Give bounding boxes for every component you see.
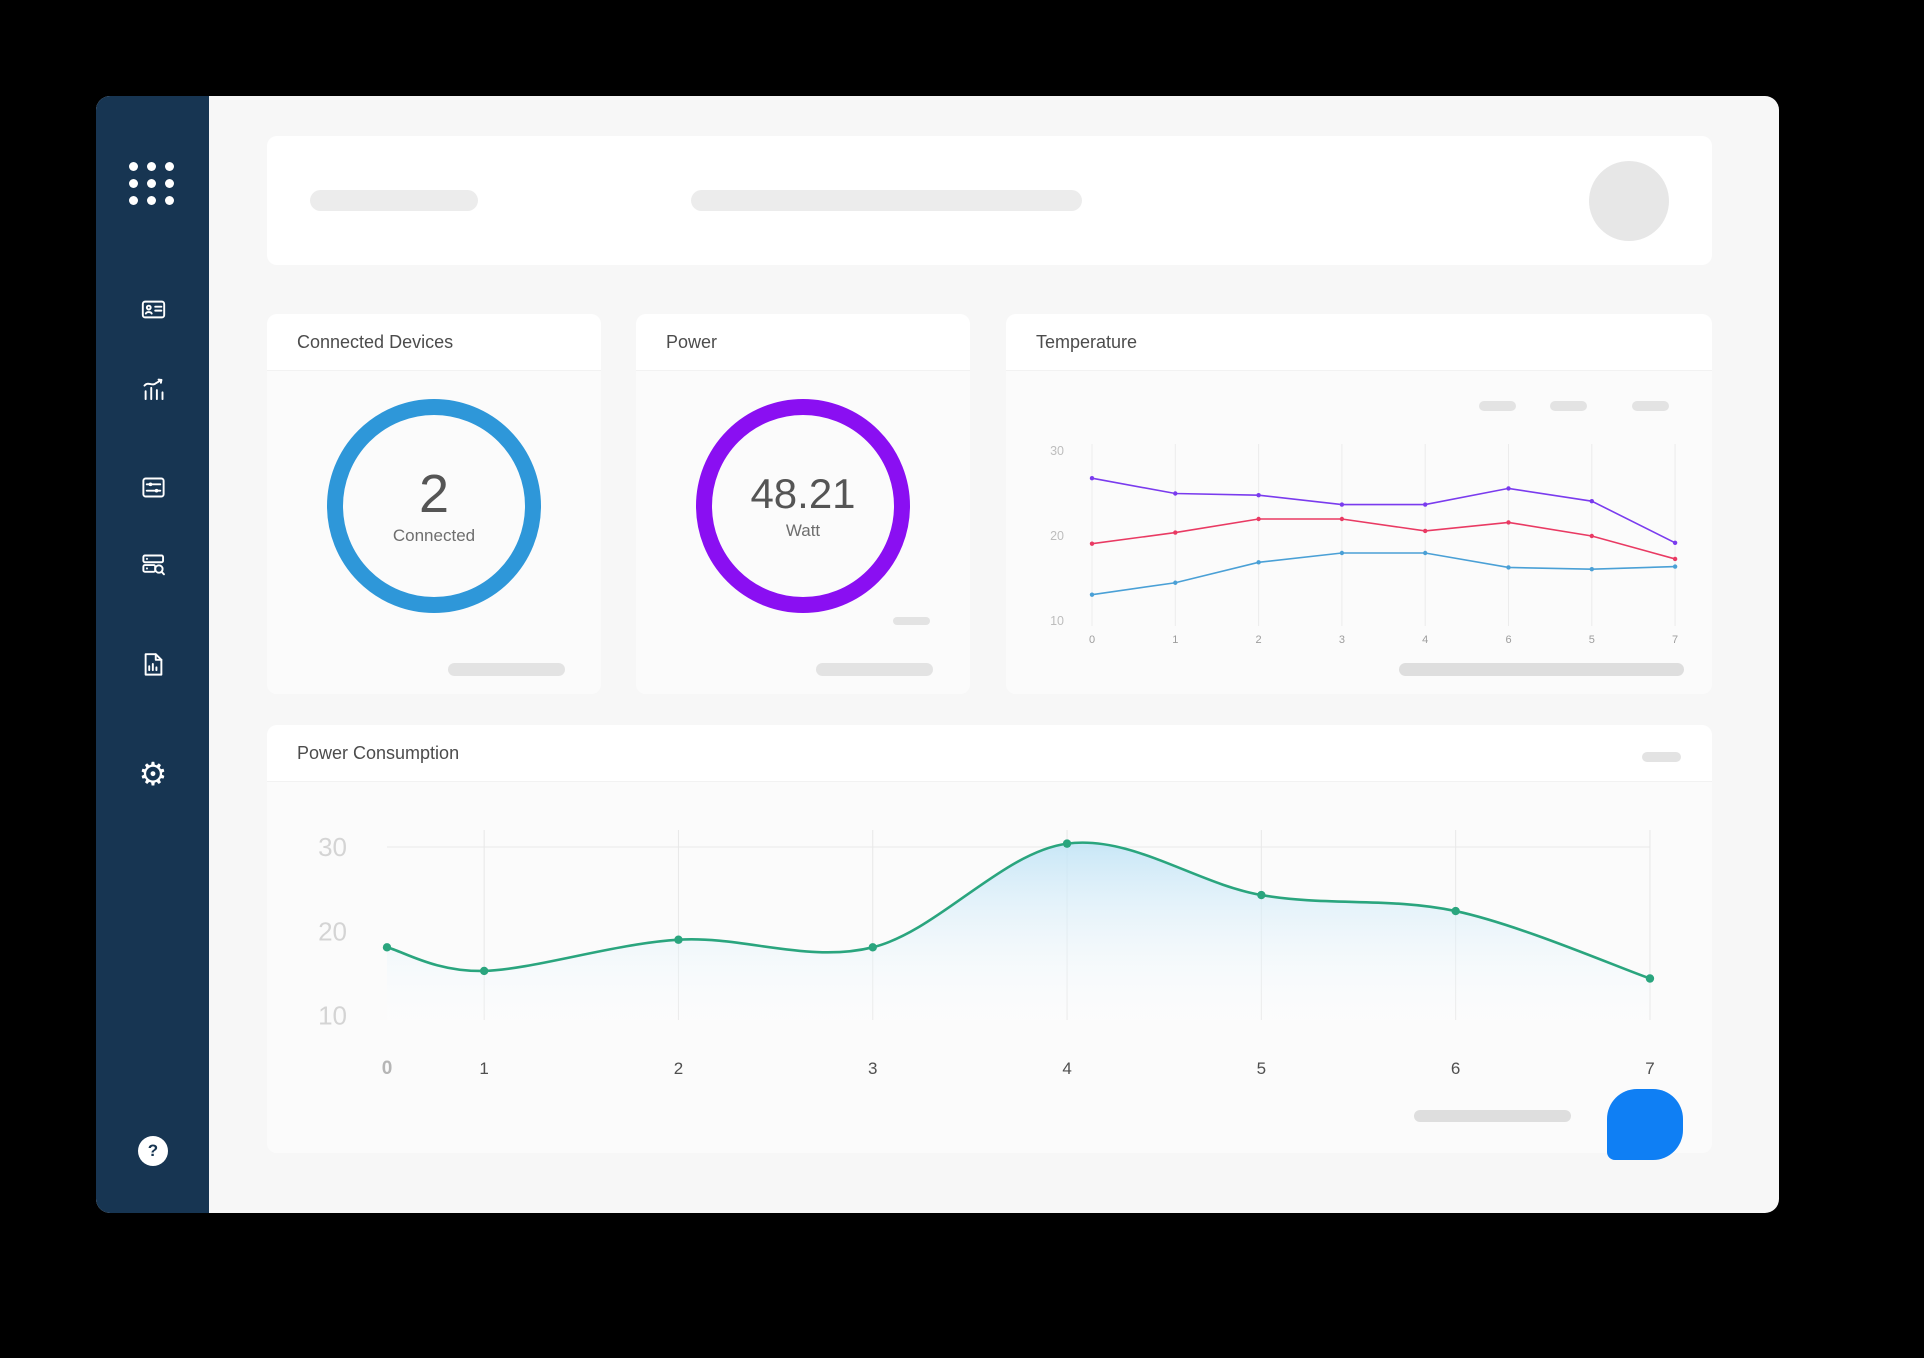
power-ring: 48.21 Watt	[696, 399, 910, 613]
server-search-icon	[141, 554, 165, 575]
card-body	[1006, 370, 1712, 694]
power-card: Power 48.21 Watt	[636, 314, 970, 694]
sidebar-item-settings[interactable]: ⚙	[133, 754, 173, 794]
legend-placeholder	[1632, 401, 1669, 411]
sidebar-item-controls[interactable]	[133, 467, 173, 507]
svg-text:5: 5	[1589, 634, 1595, 646]
scrollbar-pill[interactable]	[448, 663, 565, 676]
svg-text:3: 3	[1339, 634, 1345, 646]
power-value: 48.21	[750, 470, 856, 518]
sidebar: ⚙ ?	[96, 96, 209, 1213]
connected-devices-ring: 2 Connected	[327, 399, 541, 613]
power-consumption-card: Power Consumption 0 1 2 3 4 5 6 7 30 20 10	[267, 725, 1712, 1153]
power-unit: Watt	[785, 520, 821, 540]
sidebar-item-server-search[interactable]	[133, 544, 173, 584]
logo-dot	[165, 196, 174, 205]
svg-text:20: 20	[318, 916, 347, 946]
svg-text:5: 5	[1257, 1059, 1266, 1078]
report-icon	[144, 652, 162, 676]
settings-gear-icon: ⚙	[138, 756, 168, 792]
svg-text:20: 20	[1050, 529, 1064, 543]
connected-devices-card: Connected Devices 2 Connected	[267, 314, 601, 694]
logo-dot	[165, 162, 174, 171]
sidebar-item-devices[interactable]	[133, 289, 173, 329]
analytics-icon	[143, 378, 163, 400]
svg-text:0: 0	[382, 1058, 393, 1079]
svg-text:10: 10	[318, 1001, 347, 1031]
logo-dot	[147, 162, 156, 171]
svg-text:4: 4	[1062, 1059, 1071, 1078]
power-consumption-chart: 0 1 2 3 4 5 6 7 30 20 10	[318, 830, 1655, 1079]
legend-placeholder	[1550, 401, 1587, 411]
svg-text:1: 1	[1172, 634, 1178, 646]
scrollbar-pill[interactable]	[816, 663, 933, 676]
svg-text:1: 1	[479, 1059, 488, 1078]
svg-text:4: 4	[1422, 634, 1428, 646]
connected-devices-unit: Connected	[392, 525, 476, 545]
temperature-card: Temperature 0 1 2 3 4 6 5 7 30 20 10	[1006, 314, 1712, 694]
connected-devices-value: 2	[418, 464, 450, 525]
placeholder-title-bar	[310, 190, 478, 211]
legend-placeholder	[1479, 401, 1516, 411]
svg-text:3: 3	[868, 1059, 877, 1078]
svg-text:30: 30	[1050, 444, 1064, 458]
placeholder-pill	[1642, 752, 1681, 762]
placeholder-search-bar	[691, 190, 1082, 211]
app-window: ⚙ ? Connected Devices 2 Connected Power …	[96, 96, 1779, 1213]
help-button[interactable]: ?	[138, 1136, 168, 1166]
svg-text:30: 30	[318, 832, 347, 862]
sidebar-item-reports[interactable]	[133, 644, 173, 684]
logo-dot	[129, 162, 138, 171]
sidebar-item-analytics[interactable]	[133, 369, 173, 409]
card-title-power: Power	[666, 332, 718, 352]
logo-dot	[147, 179, 156, 188]
scrollbar-pill[interactable]	[1399, 663, 1684, 676]
avatar[interactable]	[1589, 161, 1669, 241]
logo-dot	[165, 179, 174, 188]
svg-text:6: 6	[1451, 1059, 1460, 1078]
logo-dot	[129, 196, 138, 205]
svg-text:7: 7	[1645, 1059, 1654, 1078]
id-card-icon	[141, 300, 165, 318]
sliders-icon	[141, 477, 165, 497]
logo-dot	[147, 196, 156, 205]
chat-fab-button[interactable]	[1607, 1089, 1683, 1160]
help-icon: ?	[147, 1141, 159, 1160]
scrollbar-pill[interactable]	[1414, 1110, 1571, 1122]
app-grid-logo[interactable]	[129, 162, 174, 205]
top-bar	[267, 136, 1712, 265]
svg-text:7: 7	[1672, 634, 1678, 646]
card-title-power-consumption: Power Consumption	[297, 743, 460, 763]
placeholder-pill	[893, 617, 930, 625]
svg-text:6: 6	[1505, 634, 1511, 646]
svg-text:2: 2	[1256, 634, 1262, 646]
svg-text:0: 0	[1089, 634, 1095, 646]
svg-text:2: 2	[674, 1059, 683, 1078]
card-title-connected-devices: Connected Devices	[297, 332, 454, 352]
logo-dot	[129, 179, 138, 188]
temperature-chart: 0 1 2 3 4 6 5 7 30 20 10	[1050, 444, 1678, 646]
card-title-temperature: Temperature	[1036, 332, 1138, 352]
svg-text:10: 10	[1050, 614, 1064, 628]
